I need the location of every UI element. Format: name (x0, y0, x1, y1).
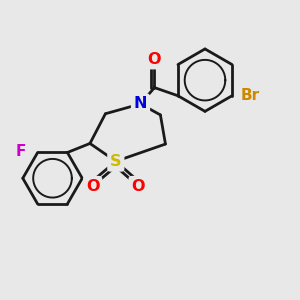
Text: O: O (131, 179, 145, 194)
Text: Br: Br (241, 88, 260, 103)
Text: O: O (86, 179, 99, 194)
Text: F: F (16, 143, 26, 158)
Text: N: N (134, 96, 147, 111)
Text: S: S (110, 154, 122, 169)
Text: O: O (148, 52, 161, 67)
